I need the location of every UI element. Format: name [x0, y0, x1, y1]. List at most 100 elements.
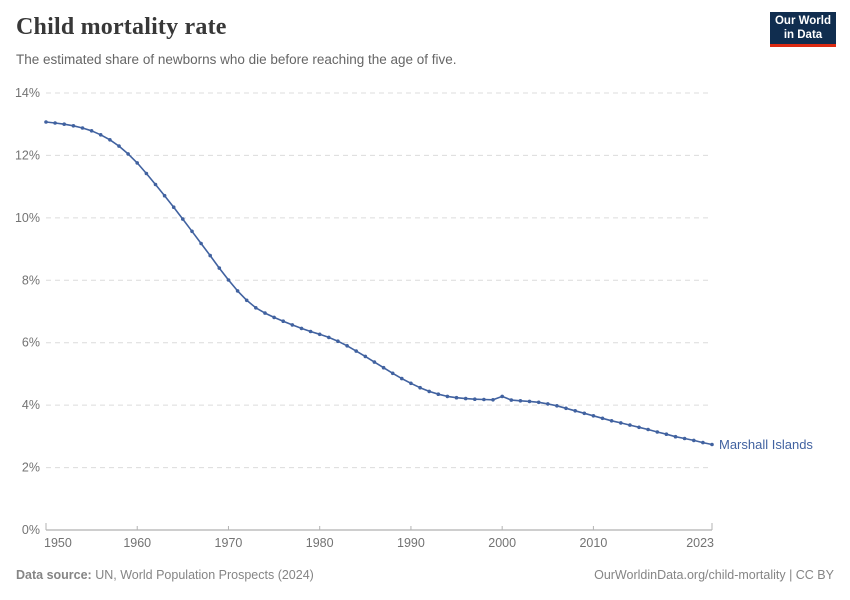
- data-point[interactable]: [637, 425, 641, 430]
- data-point[interactable]: [418, 385, 422, 390]
- data-point[interactable]: [400, 376, 404, 381]
- data-point[interactable]: [445, 394, 450, 399]
- data-point[interactable]: [646, 427, 650, 432]
- owid-logo-line1: Our World: [774, 14, 831, 27]
- data-point[interactable]: [126, 152, 130, 156]
- data-source-value: UN, World Population Prospects (2024): [91, 568, 314, 582]
- data-point[interactable]: [564, 406, 568, 411]
- x-tick-label: 2023: [686, 536, 714, 550]
- series-label-marshall-islands[interactable]: Marshall Islands: [719, 437, 813, 452]
- data-point[interactable]: [591, 414, 596, 418]
- data-point[interactable]: [327, 335, 331, 340]
- y-tick-label: 2%: [22, 461, 40, 475]
- data-point[interactable]: [199, 241, 203, 246]
- data-point[interactable]: [53, 121, 57, 125]
- data-source-note: Data source: UN, World Population Prospe…: [16, 568, 314, 582]
- data-point[interactable]: [235, 289, 240, 293]
- data-source-label: Data source:: [16, 568, 92, 582]
- data-point[interactable]: [500, 394, 505, 399]
- data-point[interactable]: [628, 423, 632, 427]
- data-point[interactable]: [89, 129, 94, 133]
- data-point[interactable]: [655, 430, 660, 434]
- data-point[interactable]: [71, 124, 76, 128]
- data-point[interactable]: [217, 266, 222, 270]
- y-tick-label: 0%: [22, 523, 40, 537]
- data-point[interactable]: [372, 360, 377, 364]
- x-tick-label: 1980: [306, 536, 334, 550]
- owid-logo-line2: in Data: [783, 29, 823, 41]
- data-point[interactable]: [409, 381, 413, 386]
- data-point[interactable]: [135, 161, 139, 165]
- data-point[interactable]: [555, 404, 559, 408]
- data-point[interactable]: [308, 329, 313, 334]
- data-point[interactable]: [345, 344, 349, 348]
- x-tick-label: 1970: [215, 536, 243, 550]
- data-point[interactable]: [62, 122, 66, 126]
- data-point[interactable]: [701, 440, 705, 445]
- y-tick-label: 6%: [22, 336, 40, 350]
- data-point[interactable]: [463, 396, 468, 401]
- data-point[interactable]: [692, 438, 696, 443]
- y-tick-label: 8%: [22, 273, 40, 287]
- data-point[interactable]: [573, 409, 577, 413]
- data-point[interactable]: [546, 402, 550, 406]
- data-point[interactable]: [354, 349, 359, 353]
- data-point[interactable]: [244, 298, 249, 303]
- data-point[interactable]: [117, 144, 121, 148]
- y-tick-label: 4%: [22, 398, 40, 412]
- x-tick-label: 2010: [579, 536, 607, 550]
- data-point[interactable]: [44, 120, 48, 124]
- data-point[interactable]: [162, 193, 167, 198]
- data-point[interactable]: [254, 306, 258, 310]
- data-point[interactable]: [190, 229, 194, 234]
- data-point[interactable]: [153, 182, 158, 187]
- data-point[interactable]: [664, 432, 669, 437]
- data-point[interactable]: [390, 371, 395, 376]
- data-point[interactable]: [473, 397, 477, 402]
- data-point[interactable]: [299, 326, 304, 331]
- owid-logo[interactable]: Our World in Data: [770, 12, 836, 47]
- data-point[interactable]: [80, 126, 85, 130]
- data-point[interactable]: [171, 205, 176, 209]
- series-line-marshall-islands[interactable]: [45, 121, 713, 446]
- data-point[interactable]: [582, 411, 587, 416]
- x-tick-label: 1960: [123, 536, 151, 550]
- data-point[interactable]: [290, 323, 295, 327]
- data-point[interactable]: [144, 171, 149, 176]
- x-tick-label: 1950: [44, 536, 72, 550]
- data-point[interactable]: [509, 398, 514, 402]
- data-point[interactable]: [600, 416, 605, 421]
- data-point[interactable]: [181, 217, 185, 221]
- data-point[interactable]: [336, 339, 340, 344]
- data-point[interactable]: [673, 434, 678, 439]
- data-point[interactable]: [527, 399, 532, 404]
- data-point[interactable]: [482, 397, 486, 402]
- data-point[interactable]: [536, 400, 541, 405]
- data-point[interactable]: [427, 389, 432, 394]
- chart-footer: Data source: UN, World Population Prospe…: [16, 568, 834, 582]
- data-point[interactable]: [98, 133, 103, 137]
- owid-cc-link[interactable]: OurWorldinData.org/child-mortality | CC …: [594, 568, 834, 582]
- x-tick-label: 2000: [488, 536, 516, 550]
- data-point[interactable]: [263, 311, 267, 315]
- data-point[interactable]: [226, 278, 231, 282]
- data-point[interactable]: [491, 398, 495, 402]
- data-point[interactable]: [363, 354, 368, 359]
- x-tick-label: 1990: [397, 536, 425, 550]
- data-point[interactable]: [454, 395, 459, 400]
- data-point[interactable]: [108, 138, 112, 142]
- data-point[interactable]: [381, 365, 386, 370]
- data-point[interactable]: [682, 436, 687, 441]
- data-point[interactable]: [609, 419, 614, 423]
- data-point[interactable]: [317, 332, 322, 337]
- data-point[interactable]: [208, 253, 212, 258]
- page-title: Child mortality rate: [16, 14, 227, 40]
- data-point[interactable]: [619, 421, 623, 425]
- data-point[interactable]: [281, 319, 286, 324]
- y-tick-label: 10%: [15, 211, 40, 225]
- data-point[interactable]: [272, 315, 276, 320]
- data-point[interactable]: [518, 399, 523, 403]
- data-point[interactable]: [710, 442, 714, 447]
- data-point[interactable]: [436, 392, 441, 397]
